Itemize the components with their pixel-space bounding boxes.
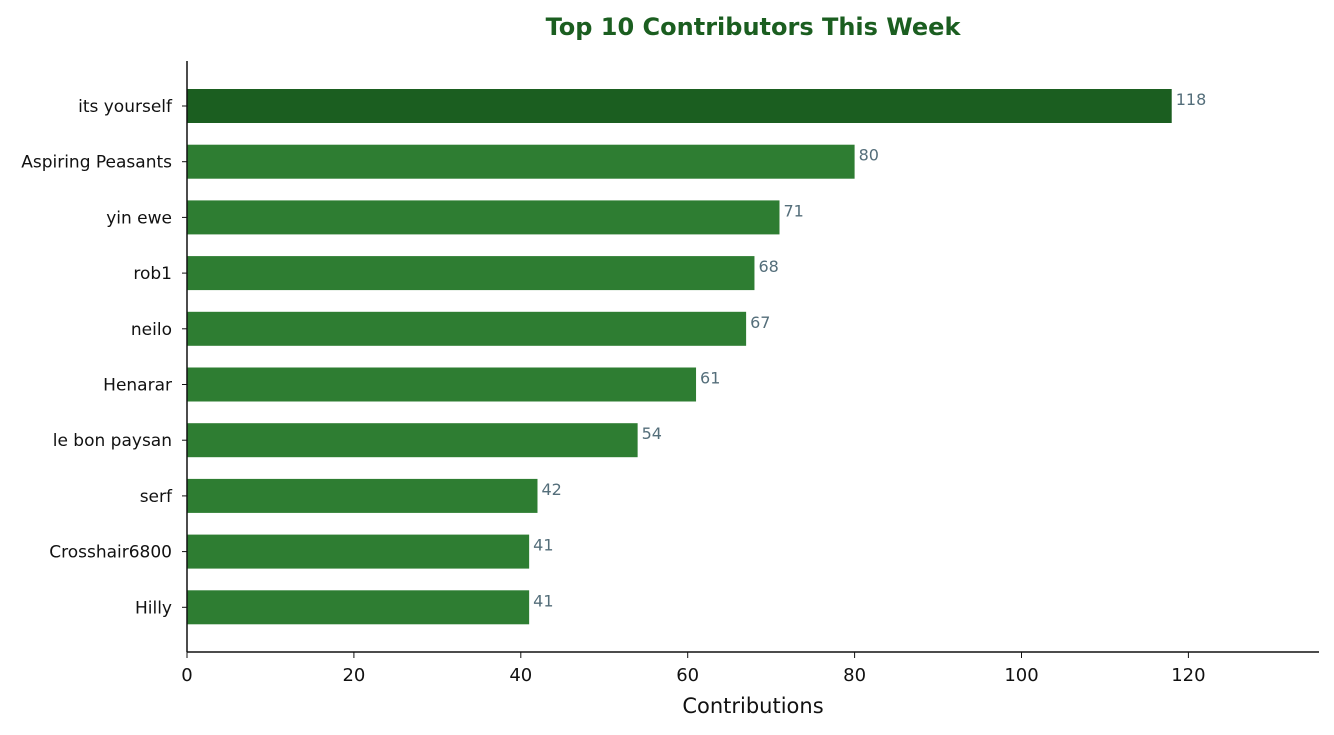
bar-1: [187, 89, 1172, 123]
data-label: 41: [533, 591, 553, 610]
data-label: 54: [642, 424, 662, 443]
category-labels-group: its yourself Aspiring Peasants yin ewe rob1…: [21, 97, 187, 618]
bar-10: [187, 590, 530, 625]
bar-9: [187, 534, 530, 569]
x-tick-label: 40: [509, 665, 532, 686]
category-label: its yourself: [78, 97, 173, 117]
x-axis-title: Contributions: [682, 694, 823, 718]
bars-group: [187, 89, 1172, 625]
data-label: 61: [700, 369, 720, 388]
x-tick-label: 100: [1004, 665, 1038, 686]
category-label: Crosshair6800: [49, 543, 172, 563]
bar-6: [187, 367, 697, 402]
bar-4: [187, 256, 755, 291]
data-label: 71: [783, 201, 803, 220]
x-ticks-group: 0 20 40 60 80 100 120: [181, 652, 1206, 686]
x-tick-label: 60: [676, 665, 699, 686]
category-label: Aspiring Peasants: [21, 153, 172, 173]
bar-2: [187, 144, 855, 179]
x-tick-label: 80: [843, 665, 866, 686]
category-label: rob1: [133, 264, 172, 284]
data-label: 118: [1176, 90, 1207, 109]
x-tick-label: 0: [181, 665, 192, 686]
data-label: 41: [533, 536, 553, 555]
data-labels-group: 118 80 71 68 67 61 54 42 41 41: [533, 90, 1206, 610]
category-label: serf: [140, 487, 173, 507]
bar-5: [187, 311, 747, 346]
data-label: 67: [750, 313, 770, 332]
category-label: yin ewe: [106, 208, 172, 228]
data-label: 42: [541, 480, 561, 499]
data-label: 80: [859, 146, 879, 165]
category-label: le bon paysan: [53, 431, 172, 451]
bar-7: [187, 423, 638, 458]
bar-3: [187, 200, 780, 235]
x-tick-label: 120: [1171, 665, 1205, 686]
category-label: Hilly: [135, 598, 172, 618]
category-label: Henarar: [103, 376, 172, 396]
data-label: 68: [758, 257, 778, 276]
x-tick-label: 20: [342, 665, 365, 686]
chart-title: Top 10 Contributors This Week: [546, 13, 962, 41]
category-label: neilo: [131, 320, 172, 340]
bar-8: [187, 478, 538, 513]
